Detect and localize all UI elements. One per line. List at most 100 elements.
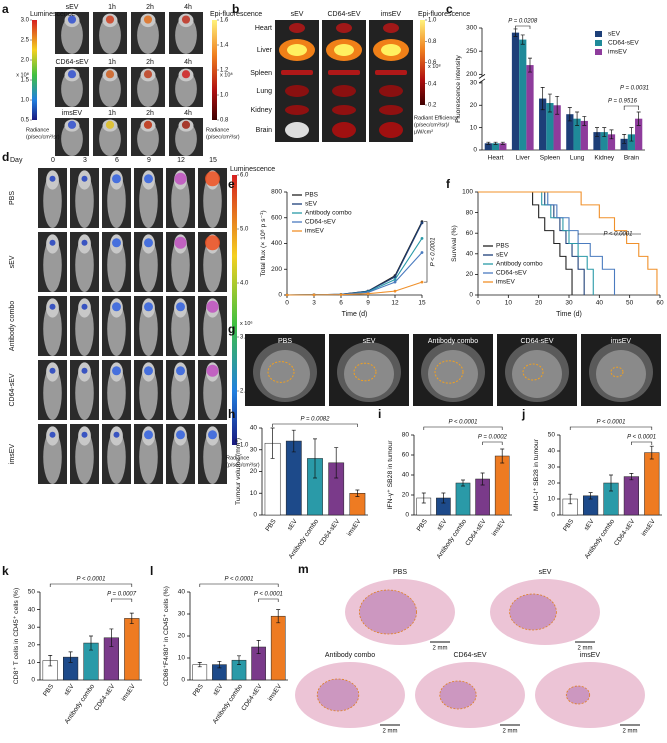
row-label: Spleen	[250, 70, 272, 77]
tumour-outline	[434, 360, 464, 384]
error-bar	[270, 427, 275, 459]
scale-tick-label: 0.8	[220, 118, 229, 124]
error-bar	[622, 133, 627, 144]
animal	[43, 366, 62, 420]
panel-letter: a	[2, 2, 9, 16]
y-tick-label: 10	[470, 124, 478, 131]
signal	[208, 430, 217, 440]
organ-heart	[383, 23, 399, 33]
x-tick-label: CD64-sEV	[93, 683, 117, 713]
row-label: CD64-sEV	[9, 373, 16, 406]
panel-letter: h	[228, 407, 235, 421]
x-tick-label: 50	[626, 300, 634, 307]
x-tick-label: sEV	[212, 683, 225, 697]
x-tick-label: Kidney	[594, 155, 615, 162]
y-tick-label: 20	[28, 642, 36, 649]
x-tick-label: CD64-sEV	[318, 518, 342, 548]
group-label: sEV	[66, 4, 79, 11]
panel-letter: b	[232, 2, 239, 16]
signal	[67, 120, 77, 129]
scale-tick-label: 1.0	[428, 18, 437, 24]
bar	[484, 143, 492, 150]
animal	[75, 238, 94, 292]
legend-label: sEV	[305, 201, 318, 208]
scale-bar-label: 2 mm	[383, 729, 398, 735]
legend-label: PBS	[496, 243, 510, 250]
point	[393, 280, 397, 284]
animal	[61, 16, 83, 55]
image-label: imsEV	[580, 652, 601, 659]
bar	[635, 118, 643, 150]
panel-letter: j	[521, 407, 525, 421]
animal	[99, 16, 121, 55]
scale-tick-label: 0.4	[428, 81, 437, 87]
signal	[112, 366, 121, 376]
bar	[546, 103, 554, 150]
error-bar	[540, 87, 545, 111]
legend-label: Antibody combo	[496, 261, 543, 268]
time-label: 2h	[146, 110, 154, 117]
animal	[137, 16, 159, 55]
signal	[174, 236, 187, 249]
error-bar	[595, 127, 600, 137]
row-label: sEV	[9, 255, 16, 268]
x-tick-label: 6	[339, 300, 343, 307]
day-label: 6	[115, 157, 119, 164]
error-bar	[636, 111, 641, 126]
time-label: 1h	[108, 59, 116, 66]
annotation: P < 0.0001	[225, 577, 254, 583]
y-tick-label: 40	[548, 448, 556, 455]
significance-bracket	[423, 426, 503, 430]
bar	[620, 138, 628, 150]
animal	[139, 430, 158, 484]
error-bar	[334, 447, 339, 479]
animal	[107, 174, 126, 228]
signal	[81, 303, 88, 310]
bar	[566, 114, 574, 150]
axis-break	[478, 78, 486, 84]
animal	[107, 430, 126, 484]
y-axis-label: IFN-γ⁺ SB28 in tumour	[387, 440, 394, 510]
animal	[75, 430, 94, 484]
signal	[206, 300, 219, 313]
scale-tick-label: 2.5	[21, 38, 30, 44]
row-label: Lung	[256, 88, 272, 95]
signal	[176, 366, 185, 376]
x-tick-label: imsEV	[120, 683, 137, 703]
legend-label: sEV	[608, 31, 621, 38]
scale-bar-label: 2 mm	[433, 646, 448, 652]
group-label: CD64-sEV	[55, 59, 88, 66]
point	[339, 293, 343, 297]
time-label: 4h	[184, 59, 192, 66]
tumour-outline	[267, 361, 295, 383]
y-tick-label: 20	[402, 492, 410, 499]
y-tick-label: 20	[250, 468, 258, 475]
animal	[137, 71, 159, 107]
point	[420, 280, 424, 284]
error-bar	[527, 57, 532, 73]
panel-letter: k	[2, 564, 9, 578]
error-bar	[609, 129, 614, 140]
point	[312, 293, 316, 297]
panel-letter: l	[150, 564, 153, 578]
legend-label: imsEV	[608, 49, 627, 56]
tumour	[566, 686, 590, 704]
y-tick-label: 30	[178, 611, 186, 618]
organ-kidney	[379, 105, 403, 115]
y-tick-label: 40	[402, 472, 410, 479]
y-tick-label: 0	[551, 512, 555, 519]
scale-tick-label: 1.6	[220, 18, 229, 24]
column-label: sEV	[291, 11, 304, 18]
scale-tick-label: 0.8	[428, 39, 437, 45]
bar	[623, 476, 639, 516]
scale-tick-label: 1.4	[220, 43, 229, 49]
signal	[105, 120, 115, 129]
y-tick-label: 0	[473, 147, 477, 154]
animal	[107, 366, 126, 420]
signal	[67, 15, 77, 24]
y-tick-label: 40	[178, 589, 186, 596]
row-label: Antibody combo	[9, 301, 16, 351]
bar	[607, 134, 616, 150]
brain	[596, 350, 646, 398]
scale-tick-label: 0.6	[428, 60, 437, 66]
